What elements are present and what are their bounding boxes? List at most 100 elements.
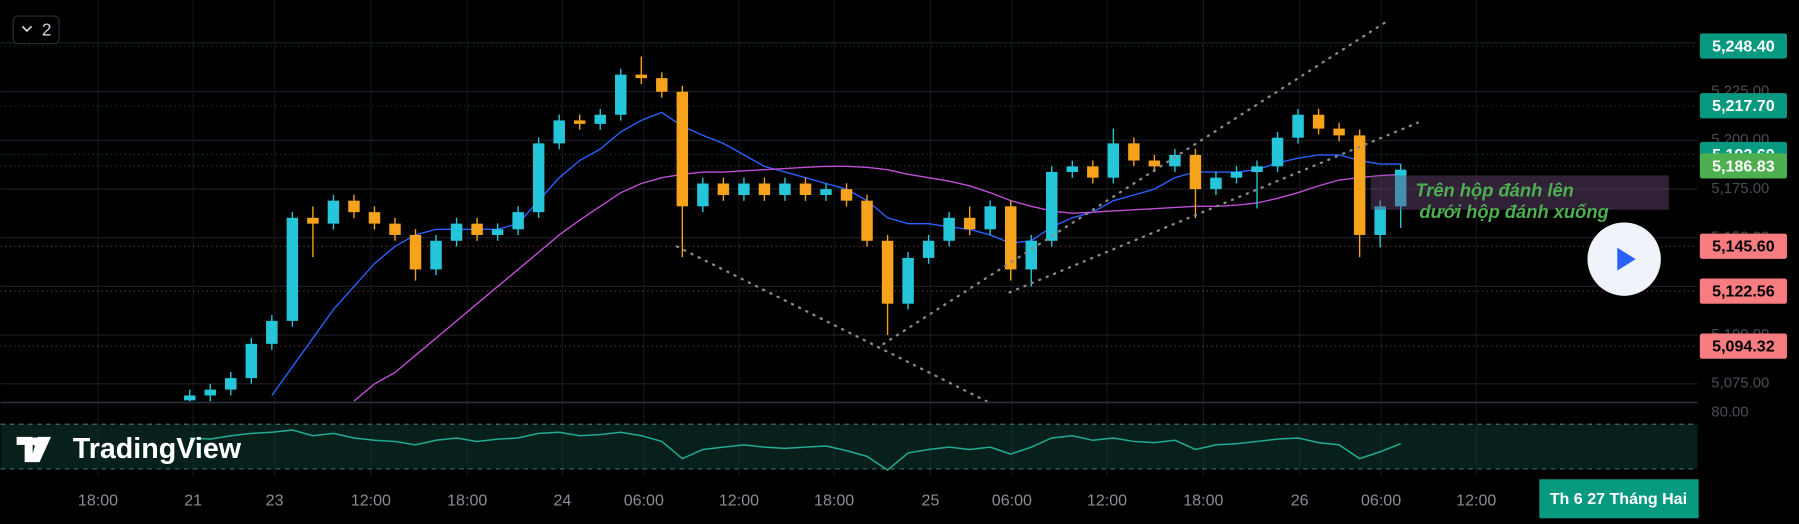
candle-body xyxy=(553,120,565,144)
x-tick-label: 06:00 xyxy=(624,491,664,509)
chevron-icon xyxy=(21,25,33,33)
moving-average-line xyxy=(353,165,1401,402)
legend-toggle[interactable]: 2 xyxy=(12,15,60,45)
x-tick-label: 12:00 xyxy=(1087,491,1127,509)
candle-body xyxy=(1333,128,1345,136)
candle-body xyxy=(184,395,196,401)
x-tick-label: 12:00 xyxy=(719,491,759,509)
y-tick-label: 5,075.00 xyxy=(1711,376,1769,392)
indicator-layer xyxy=(189,429,1401,472)
time-badge-label: Th 6 27 Tháng Hai xyxy=(1550,490,1687,508)
logo-icon xyxy=(30,437,39,446)
annotation-box xyxy=(1370,175,1669,210)
annotation-text: Trên hộp đánh lên xyxy=(1415,179,1574,200)
candle-body xyxy=(881,240,894,304)
drawings xyxy=(675,19,1419,403)
candle-body xyxy=(245,343,258,379)
candle-body xyxy=(758,183,771,196)
candle-body xyxy=(430,240,442,270)
candle-body xyxy=(1271,137,1284,167)
x-tick-label: 25 xyxy=(922,491,940,509)
price-badge xyxy=(1699,333,1787,359)
candle-body xyxy=(1230,172,1243,178)
candle-body xyxy=(1374,206,1386,235)
candle-body xyxy=(512,212,524,230)
candle-body xyxy=(348,200,360,213)
candle-body xyxy=(491,229,504,235)
candle-body xyxy=(1312,114,1325,129)
price-badge-label: 5,217.70 xyxy=(1712,97,1775,115)
candle-body xyxy=(1087,166,1099,178)
logo-icon xyxy=(16,436,52,463)
price-badge xyxy=(1699,233,1787,259)
candle-body xyxy=(471,223,483,235)
price-badge-label: 5,094.32 xyxy=(1712,338,1775,356)
candle-body xyxy=(409,234,422,270)
candle-body xyxy=(799,183,812,196)
annotation-text: dưới hộp đánh xuống xyxy=(1419,201,1608,222)
candle-body xyxy=(1004,206,1017,270)
candle-body xyxy=(1128,143,1140,161)
candle-body xyxy=(573,120,586,124)
candle-body xyxy=(902,257,914,304)
price-badge xyxy=(1699,33,1787,59)
candle-body xyxy=(1292,114,1304,138)
candle-body xyxy=(1046,172,1058,241)
replay-button[interactable] xyxy=(1587,222,1661,296)
x-tick-label: 18:00 xyxy=(1183,491,1223,509)
candle-body xyxy=(1394,169,1407,207)
candle-body xyxy=(1025,240,1037,270)
candle-body xyxy=(697,183,709,207)
x-tick-label: 06:00 xyxy=(1361,491,1401,509)
candle-body xyxy=(1107,143,1120,178)
candle-body xyxy=(635,74,648,79)
candle-body xyxy=(738,183,750,196)
candle-body xyxy=(266,320,278,344)
x-tick-label: 18:00 xyxy=(814,491,854,509)
candle-body xyxy=(717,183,730,196)
play-icon xyxy=(1617,247,1636,271)
indicator-tick-label: 80.00 xyxy=(1711,405,1748,421)
time-badge xyxy=(1539,479,1699,519)
indicator-line xyxy=(189,429,1401,472)
legend-toggle-box[interactable] xyxy=(12,15,60,45)
price-badge-label: 5,122.56 xyxy=(1712,283,1775,301)
candle-body xyxy=(307,217,319,224)
x-tick-label: 12:00 xyxy=(351,491,391,509)
x-tick-label: 06:00 xyxy=(992,491,1032,509)
candle-body xyxy=(963,217,976,230)
legend-toggle-label: 2 xyxy=(42,20,52,40)
candle-body xyxy=(1251,166,1263,173)
candle-body xyxy=(1353,135,1366,235)
candle-body xyxy=(1066,166,1079,173)
x-tick-label: 18:00 xyxy=(447,491,487,509)
marks-layer xyxy=(184,56,1407,402)
candle-body xyxy=(225,378,237,390)
x-tick-label: 18:00 xyxy=(78,491,118,509)
candle-body xyxy=(368,212,381,224)
candle-body xyxy=(1210,177,1222,190)
y-tick-label: 5,175.00 xyxy=(1711,181,1769,197)
trend-line xyxy=(675,245,988,403)
logo-text: TradingView xyxy=(73,433,242,465)
price-badge-label: 5,248.40 xyxy=(1712,37,1775,55)
candle-body xyxy=(615,74,627,115)
trend-line xyxy=(882,19,1390,346)
candle-body xyxy=(943,217,955,241)
candle-body xyxy=(820,189,832,196)
candle-body xyxy=(861,200,873,241)
candle-body xyxy=(286,217,299,321)
x-tick-label: 26 xyxy=(1291,491,1309,509)
candle-body xyxy=(389,223,401,235)
candle-body xyxy=(450,223,463,241)
x-tick-label: 24 xyxy=(553,491,571,509)
candle-body xyxy=(594,114,606,124)
candle-body xyxy=(922,240,935,258)
candle-body xyxy=(984,206,996,230)
trend-line xyxy=(1008,121,1419,294)
candle-body xyxy=(676,91,689,207)
price-badge xyxy=(1699,153,1787,179)
candle-body xyxy=(1189,154,1202,190)
